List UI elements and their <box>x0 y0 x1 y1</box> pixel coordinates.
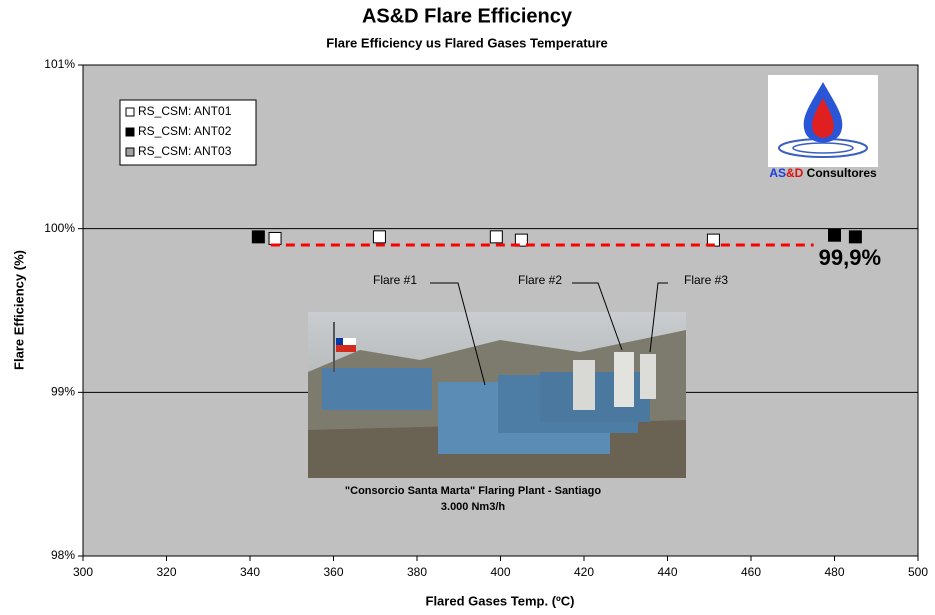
point <box>269 232 281 244</box>
x-tick-label: 500 <box>908 565 928 579</box>
flare-label: Flare #3 <box>684 273 728 287</box>
x-tick-label: 380 <box>407 565 427 579</box>
x-tick-label: 480 <box>824 565 844 579</box>
plant-photo <box>308 312 686 478</box>
x-tick-label: 420 <box>574 565 594 579</box>
x-tick-label: 300 <box>73 565 93 579</box>
y-tick-label: 101% <box>44 57 75 71</box>
legend-label: RS_CSM: ANT01 <box>138 104 232 118</box>
photo-caption: "Consorcio Santa Marta" Flaring Plant - … <box>345 485 601 497</box>
chart: AS&D Flare Efficiency Flare Efficiency u… <box>0 0 935 615</box>
point <box>829 229 841 241</box>
y-tick-label: 98% <box>51 548 75 562</box>
legend-label: RS_CSM: ANT02 <box>138 124 232 138</box>
legend-label: RS_CSM: ANT03 <box>138 144 232 158</box>
logo-part: AS <box>769 166 786 180</box>
x-tick-label: 440 <box>657 565 677 579</box>
x-tick-label: 460 <box>741 565 761 579</box>
photo-caption: 3.000 Nm3/h <box>441 501 505 513</box>
y-tick-label: 99% <box>51 385 75 399</box>
logo <box>768 75 878 167</box>
legend-marker <box>126 108 134 116</box>
logo-part: &D <box>786 166 804 180</box>
legend-marker <box>126 128 134 136</box>
logo-part: Consultores <box>803 166 877 180</box>
x-tick-label: 400 <box>490 565 510 579</box>
chart-subtitle: Flare Efficiency us Flared Gases Tempera… <box>326 35 608 50</box>
point <box>373 231 385 243</box>
point <box>252 231 264 243</box>
point <box>849 231 861 243</box>
flare-label: Flare #2 <box>518 273 562 287</box>
legend-marker <box>126 148 134 156</box>
x-tick-label: 340 <box>240 565 260 579</box>
reference-label: 99,9% <box>819 245 881 270</box>
x-tick-label: 360 <box>323 565 343 579</box>
flare-label: Flare #1 <box>373 273 417 287</box>
y-tick-label: 100% <box>44 221 75 235</box>
x-tick-label: 320 <box>156 565 176 579</box>
point <box>490 231 502 243</box>
x-axis-label: Flared Gases Temp. (ºC) <box>426 593 575 608</box>
legend: RS_CSM: ANT01 RS_CSM: ANT02 RS_CSM: ANT03 <box>120 100 256 165</box>
logo-text: AS&D Consultores <box>769 166 877 180</box>
y-axis-label: Flare Efficiency (%) <box>11 250 26 370</box>
chart-title: AS&D Flare Efficiency <box>362 5 573 27</box>
